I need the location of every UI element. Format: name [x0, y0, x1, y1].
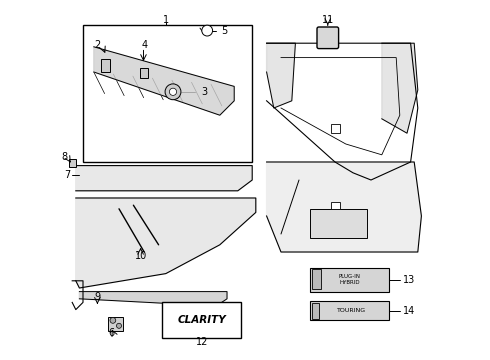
FancyBboxPatch shape — [317, 27, 339, 49]
Circle shape — [117, 323, 122, 328]
Polygon shape — [76, 166, 252, 191]
Text: 10: 10 — [134, 251, 147, 261]
Bar — [69, 159, 76, 167]
Polygon shape — [76, 198, 256, 288]
Text: 9: 9 — [95, 292, 100, 302]
Text: PLUG-IN
HYBRID: PLUG-IN HYBRID — [339, 274, 361, 285]
Text: 2: 2 — [94, 40, 100, 50]
Text: 12: 12 — [196, 337, 208, 347]
Text: TOURING: TOURING — [337, 308, 366, 313]
Polygon shape — [94, 47, 234, 115]
Circle shape — [170, 88, 176, 95]
Text: 8: 8 — [62, 152, 68, 162]
Text: 11: 11 — [321, 15, 334, 25]
Bar — [162, 302, 242, 338]
Text: 1: 1 — [163, 15, 169, 25]
Text: 7: 7 — [64, 170, 71, 180]
Bar — [312, 303, 319, 319]
Text: 14: 14 — [403, 306, 416, 316]
Bar — [310, 209, 368, 238]
Text: CLARITY: CLARITY — [177, 315, 226, 325]
Text: 6: 6 — [109, 328, 115, 338]
Bar — [310, 268, 389, 292]
Circle shape — [202, 25, 213, 36]
Polygon shape — [267, 162, 421, 252]
Bar — [101, 59, 110, 72]
Text: 13: 13 — [403, 275, 416, 285]
Bar — [331, 202, 341, 209]
Bar — [108, 317, 122, 331]
Bar — [312, 269, 320, 289]
Text: 3: 3 — [202, 87, 208, 97]
Polygon shape — [79, 292, 227, 306]
Bar — [140, 68, 148, 78]
Circle shape — [110, 318, 116, 323]
Text: 4: 4 — [141, 40, 147, 50]
Text: 5: 5 — [221, 26, 228, 36]
Polygon shape — [267, 43, 295, 108]
Bar — [310, 301, 389, 320]
Polygon shape — [382, 43, 418, 133]
Bar — [83, 25, 252, 162]
Circle shape — [165, 84, 181, 100]
Bar — [331, 124, 341, 133]
